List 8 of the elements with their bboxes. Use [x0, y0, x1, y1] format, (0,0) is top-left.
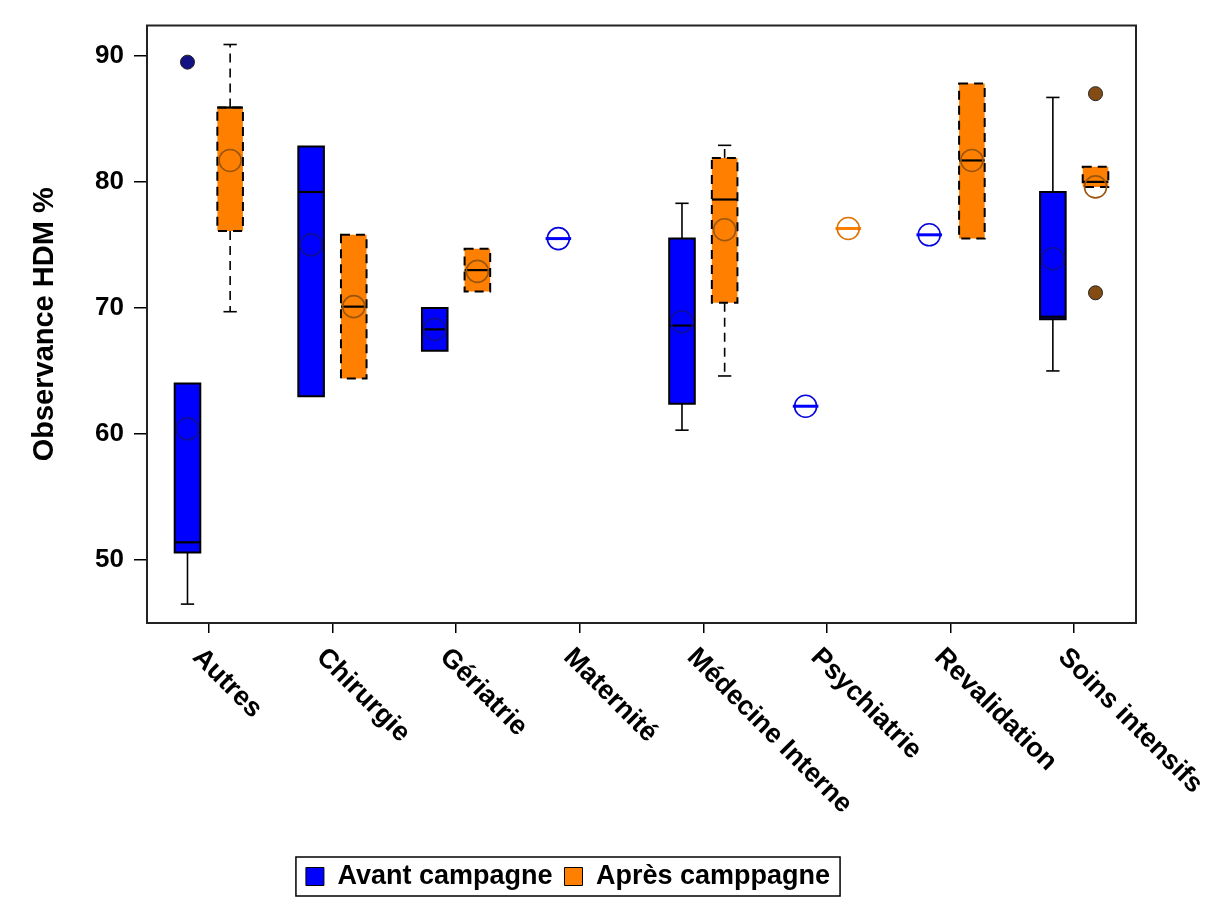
y-axis-title: Observance HDM %	[27, 187, 60, 462]
y-tick-label: 60	[95, 417, 124, 448]
legend-label: Après camppagne	[595, 859, 831, 890]
y-tick-label: 70	[95, 291, 124, 322]
y-tick-label: 50	[95, 543, 124, 574]
legend-label: Avant campagne	[337, 859, 553, 890]
y-tick-label: 80	[95, 165, 124, 196]
y-tick-label: 90	[95, 39, 124, 70]
